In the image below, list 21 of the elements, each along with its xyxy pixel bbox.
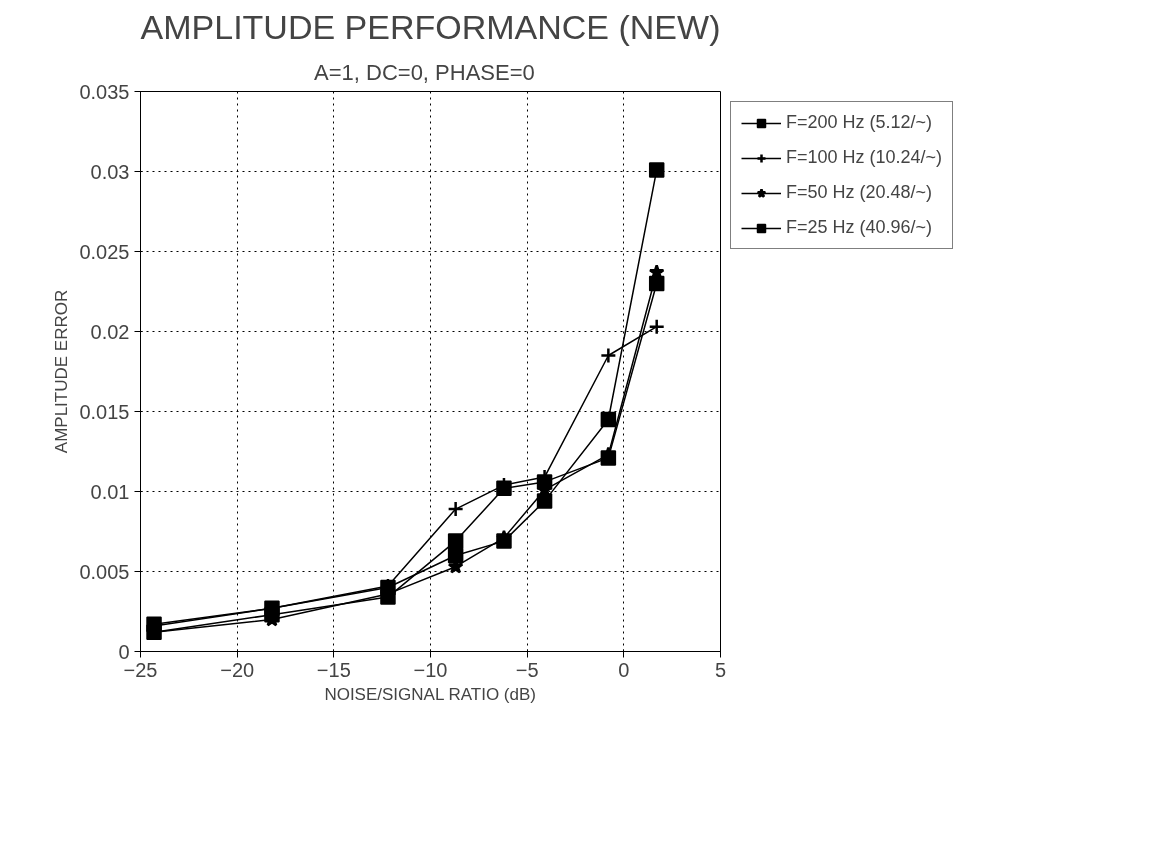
y-tick-label: 0.035 bbox=[79, 80, 130, 103]
x-tick-label: −15 bbox=[316, 658, 351, 681]
chart-title: AMPLITUDE PERFORMANCE (NEW) bbox=[140, 7, 721, 46]
x-tick-label: 0 bbox=[618, 658, 630, 681]
x-tick-label: −20 bbox=[220, 658, 255, 681]
x-tick-label: −10 bbox=[413, 658, 448, 681]
y-axis-title: AMPLITUDE ERROR bbox=[52, 289, 72, 454]
legend-label: F=50 Hz (20.48/~) bbox=[786, 182, 933, 203]
legend-label: F=100 Hz (10.24/~) bbox=[786, 147, 943, 168]
x-tick-label: −5 bbox=[515, 658, 539, 681]
y-tick-label: 0.01 bbox=[90, 480, 130, 503]
x-tick-label: 5 bbox=[714, 658, 727, 681]
y-tick-label: 0.025 bbox=[79, 240, 130, 263]
y-tick-label: 0.02 bbox=[90, 320, 130, 343]
legend-label: F=200 Hz (5.12/~) bbox=[786, 112, 933, 133]
y-tick-label: 0.005 bbox=[79, 560, 130, 583]
y-tick-label: 0.015 bbox=[79, 400, 130, 423]
chart-subtitle: A=1, DC=0, PHASE=0 bbox=[314, 59, 535, 85]
legend-label: F=25 Hz (40.96/~) bbox=[786, 217, 933, 238]
y-tick-label: 0.03 bbox=[90, 160, 130, 183]
x-axis-title: NOISE/SIGNAL RATIO (dB) bbox=[324, 684, 536, 704]
